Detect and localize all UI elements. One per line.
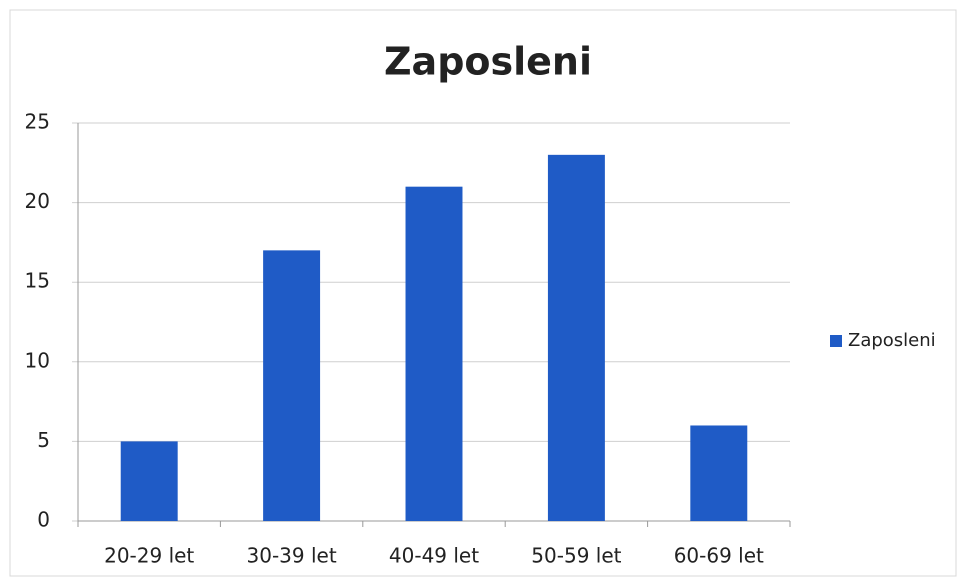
legend-swatch (830, 335, 842, 347)
bar (263, 250, 321, 522)
x-tick-label: 20-29 let (104, 544, 194, 568)
y-tick-label: 25 (25, 110, 50, 134)
x-tick-label: 50-59 let (531, 544, 621, 568)
y-tick-label: 15 (25, 269, 50, 293)
bar (690, 425, 748, 521)
y-tick-label: 20 (25, 189, 50, 213)
bar (120, 441, 178, 521)
chart-title: Zaposleni (384, 40, 592, 84)
y-tick-label: 5 (37, 428, 50, 452)
bar (405, 186, 463, 521)
y-tick-label: 10 (25, 348, 50, 372)
x-tick-label: 30-39 let (247, 544, 337, 568)
bar (547, 154, 605, 521)
x-tick-label: 60-69 let (674, 544, 764, 568)
y-tick-label: 0 (37, 508, 50, 532)
x-tick-label: 40-49 let (389, 544, 479, 568)
legend-label: Zaposleni (848, 330, 936, 351)
